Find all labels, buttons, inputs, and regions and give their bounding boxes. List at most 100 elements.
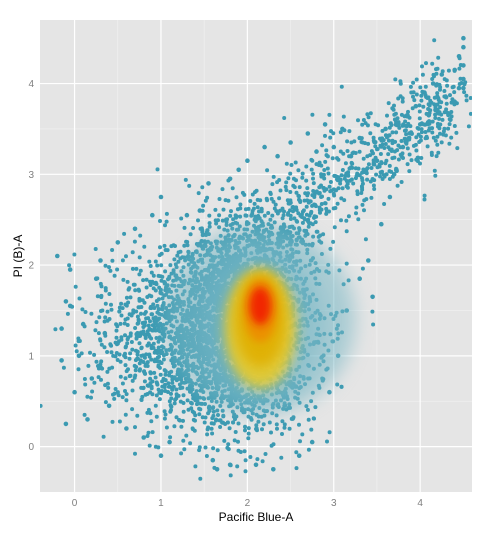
scatter-point: [221, 414, 226, 419]
scatter-point: [271, 442, 276, 447]
scatter-point: [342, 198, 347, 203]
scatter-point: [137, 341, 142, 346]
scatter-point: [275, 426, 279, 431]
scatter-point: [146, 430, 151, 435]
scatter-point: [340, 168, 345, 172]
scatter-point: [292, 226, 296, 231]
scatter-point: [387, 163, 392, 168]
scatter-point: [317, 191, 321, 196]
scatter-point: [180, 255, 185, 260]
scatter-point: [110, 419, 115, 424]
scatter-point: [468, 111, 472, 116]
scatter-point: [461, 85, 466, 91]
scatter-point: [89, 376, 95, 381]
scatter-point: [454, 130, 459, 135]
scatter-point: [88, 350, 92, 355]
scatter-point: [132, 282, 137, 287]
scatter-point: [346, 214, 351, 219]
scatter-point: [232, 438, 237, 443]
scatter-point: [233, 417, 237, 422]
scatter-point: [294, 466, 299, 471]
scatter-point: [297, 422, 301, 427]
scatter-point: [375, 165, 380, 170]
scatter-point: [150, 328, 155, 333]
scatter-point: [185, 398, 190, 403]
scatter-point: [137, 368, 142, 373]
scatter-point: [452, 99, 458, 104]
scatter-point: [397, 125, 402, 130]
scatter-point: [110, 248, 115, 252]
scatter-point: [361, 118, 366, 122]
scatter-point: [98, 338, 103, 343]
x-tick-labels: 0 1 2 3 4: [72, 498, 424, 509]
scatter-point: [157, 329, 162, 334]
scatter-point: [83, 310, 88, 314]
scatter-point: [202, 396, 207, 401]
scatter-point: [419, 156, 424, 160]
scatter-point: [82, 412, 87, 417]
scatter-point: [166, 390, 170, 394]
scatter-point: [218, 425, 223, 429]
scatter-point: [430, 130, 435, 135]
scatter-point: [169, 369, 174, 374]
scatter-point: [363, 141, 367, 146]
scatter-point: [268, 217, 273, 222]
scatter-point: [224, 223, 229, 227]
scatter-point: [135, 413, 140, 418]
scatter-point: [304, 178, 309, 183]
scatter-point: [154, 336, 159, 340]
scatter-point: [283, 184, 288, 189]
scatter-point: [123, 363, 128, 368]
scatter-point: [464, 93, 469, 98]
scatter-point: [211, 413, 216, 418]
scatter-point: [392, 112, 397, 117]
scatter-point: [197, 412, 202, 417]
scatter-point: [319, 163, 324, 168]
scatter-point: [182, 380, 187, 385]
scatter-point: [143, 320, 148, 325]
scatter-point: [344, 218, 349, 223]
scatter-point: [159, 263, 164, 268]
scatter-point: [151, 341, 156, 346]
scatter-point: [227, 426, 232, 431]
scatter-point: [161, 322, 166, 327]
scatter-point: [98, 258, 103, 263]
scatter-point: [164, 211, 169, 216]
scatter-point: [93, 247, 98, 251]
scatter-point: [438, 85, 443, 90]
scatter-point: [207, 408, 212, 413]
scatter-point: [213, 207, 218, 212]
scatter-point: [430, 81, 436, 86]
scatter-point: [300, 432, 305, 437]
scatter-point: [112, 396, 117, 401]
scatter-point: [67, 303, 73, 309]
scatter-point: [422, 193, 427, 198]
scatter-point: [156, 273, 161, 278]
scatter-point: [155, 303, 160, 308]
scatter-point: [118, 321, 123, 326]
scatter-point: [403, 128, 408, 133]
scatter-point: [145, 383, 150, 388]
scatter-point: [435, 108, 440, 114]
scatter-point: [172, 363, 177, 368]
scatter-point: [63, 421, 69, 427]
scatter-point: [313, 405, 318, 410]
scatter-point: [259, 219, 264, 224]
scatter-point: [132, 226, 138, 232]
scatter-point: [427, 103, 432, 108]
scatter-point: [348, 165, 353, 170]
scatter-point: [181, 418, 185, 423]
scatter-point: [83, 382, 88, 387]
scatter-point: [124, 254, 128, 259]
scatter-point: [142, 379, 147, 384]
scatter-point: [421, 104, 426, 109]
scatter-point: [168, 263, 173, 268]
scatter-point: [181, 438, 186, 443]
scatter-point: [206, 411, 211, 416]
scatter-point: [343, 161, 348, 166]
scatter-point: [196, 218, 200, 223]
scatter-point: [288, 140, 293, 145]
scatter-point: [254, 188, 259, 193]
scatter-point: [464, 98, 469, 103]
scatter-point: [410, 106, 415, 111]
